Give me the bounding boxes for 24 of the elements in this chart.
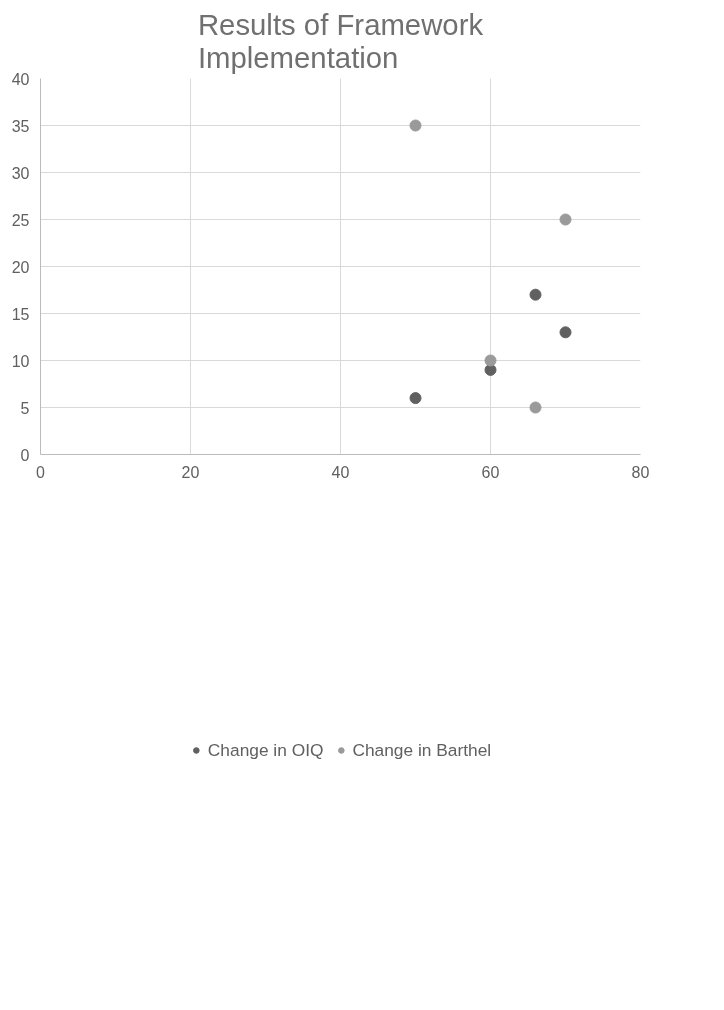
y-tick-label: 35 [11,117,30,135]
y-tick-label: 20 [11,258,30,276]
y-tick-label: 15 [11,305,30,323]
y-tick-label: 0 [20,446,30,464]
x-tick-label: 40 [331,463,350,481]
point [559,326,572,339]
y-tick-label: 10 [11,352,30,370]
point [529,288,542,301]
point [559,213,572,226]
legend-label: Change in OIQ [207,739,324,761]
point [409,119,422,132]
y-tick-label: 30 [11,164,30,182]
point [409,392,422,405]
x-tick-label: 0 [36,463,46,481]
chart-title: Results of Framework Implementation [197,7,484,74]
legend-label: Change in Barthel [352,739,492,761]
point [529,401,542,414]
x-tick-label: 20 [181,463,200,481]
y-tick-label: 5 [20,399,30,417]
y-tick-label: 25 [11,211,30,229]
point [484,354,497,367]
x-tick-label: 80 [631,463,650,481]
y-tick-label: 40 [11,70,30,88]
x-tick-label: 60 [481,463,500,481]
